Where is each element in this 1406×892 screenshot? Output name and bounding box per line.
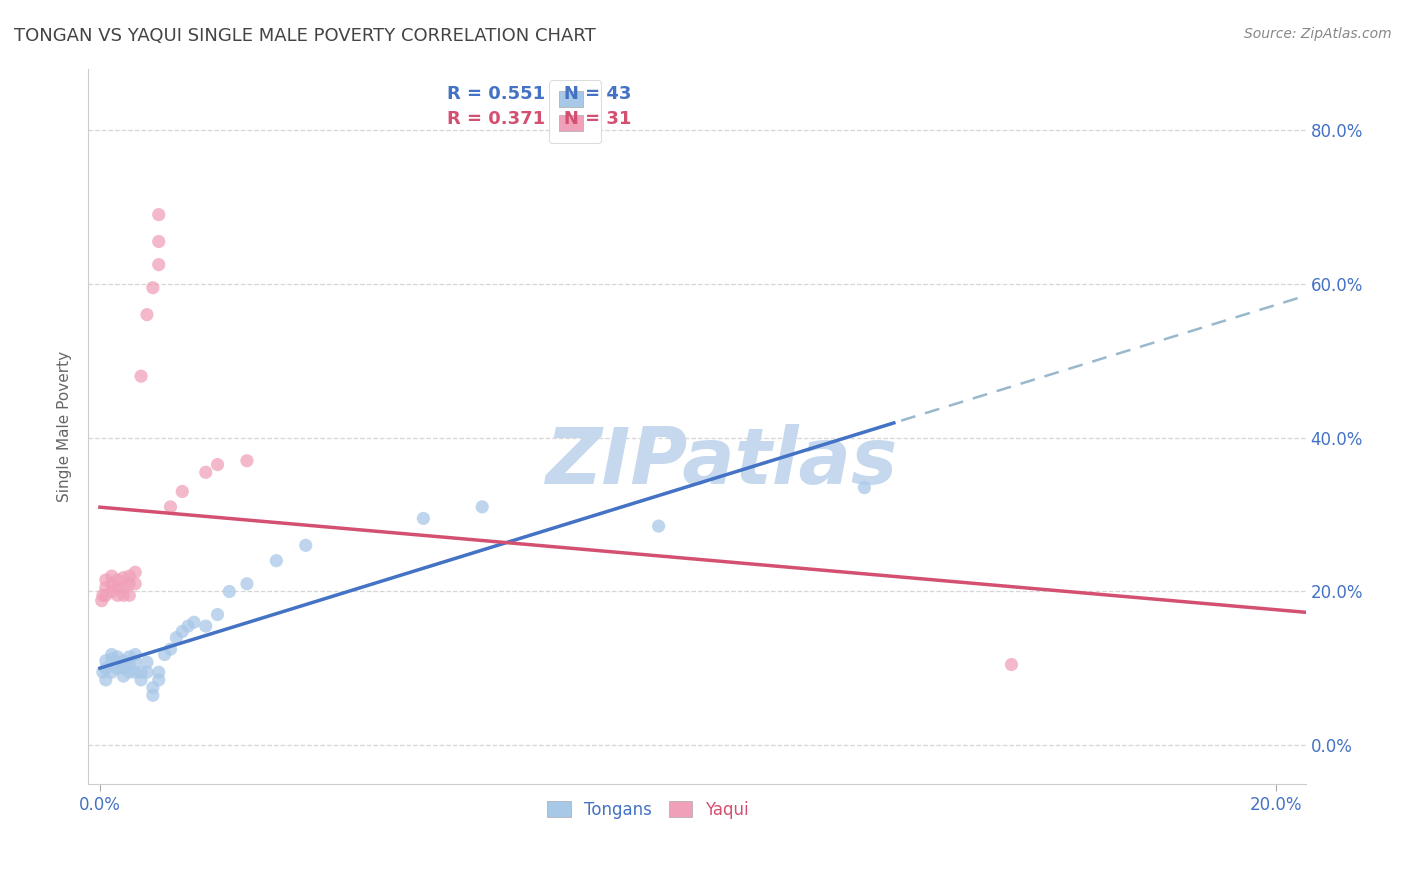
Point: [94, 581, 117, 595]
Point: [124, 566, 146, 580]
Point: [159, 642, 181, 657]
Point: [124, 665, 146, 680]
Point: [112, 588, 135, 602]
Point: [91, 588, 114, 602]
Point: [136, 308, 159, 322]
Point: [218, 584, 240, 599]
Point: [153, 648, 176, 662]
Point: [94, 673, 117, 687]
Point: [124, 655, 146, 669]
Point: [142, 681, 165, 695]
Point: [647, 519, 669, 533]
Point: [236, 454, 259, 468]
Point: [853, 481, 876, 495]
Text: R = 0.371   N = 31: R = 0.371 N = 31: [447, 110, 631, 128]
Point: [107, 573, 129, 587]
Point: [100, 569, 122, 583]
Text: R = 0.551   N = 43: R = 0.551 N = 43: [447, 85, 631, 103]
Point: [112, 661, 135, 675]
Point: [172, 484, 194, 499]
Point: [94, 661, 117, 675]
Point: [118, 569, 141, 583]
Point: [1000, 657, 1022, 672]
Point: [148, 235, 170, 249]
Point: [90, 593, 112, 607]
Point: [148, 208, 170, 222]
Point: [294, 538, 316, 552]
Point: [129, 369, 152, 384]
Text: Source: ZipAtlas.com: Source: ZipAtlas.com: [1244, 27, 1392, 41]
Point: [107, 661, 129, 675]
Point: [148, 665, 170, 680]
Point: [471, 500, 494, 514]
Point: [194, 465, 217, 479]
Point: [236, 576, 259, 591]
Point: [129, 665, 152, 680]
Point: [194, 619, 217, 633]
Point: [207, 607, 229, 622]
Text: ZIPatlas: ZIPatlas: [546, 424, 897, 500]
Point: [112, 654, 135, 668]
Point: [100, 665, 122, 680]
Point: [94, 573, 117, 587]
Point: [112, 571, 135, 585]
Point: [118, 649, 141, 664]
Point: [266, 554, 288, 568]
Point: [159, 500, 181, 514]
Point: [412, 511, 434, 525]
Point: [142, 281, 165, 295]
Point: [112, 581, 135, 595]
Point: [107, 649, 129, 664]
Point: [177, 619, 200, 633]
Legend: Tongans, Yaqui: Tongans, Yaqui: [541, 794, 755, 825]
Point: [112, 669, 135, 683]
Point: [118, 576, 141, 591]
Point: [100, 648, 122, 662]
Point: [91, 665, 114, 680]
Point: [124, 576, 146, 591]
Point: [183, 615, 205, 630]
Y-axis label: Single Male Poverty: Single Male Poverty: [58, 351, 72, 501]
Point: [172, 624, 194, 639]
Point: [136, 655, 159, 669]
Point: [118, 657, 141, 672]
Point: [94, 588, 117, 602]
Point: [165, 631, 187, 645]
Point: [124, 648, 146, 662]
Point: [107, 588, 129, 602]
Point: [100, 576, 122, 591]
Point: [207, 458, 229, 472]
Point: [148, 673, 170, 687]
Point: [142, 688, 165, 702]
Point: [136, 665, 159, 680]
Point: [94, 654, 117, 668]
Text: TONGAN VS YAQUI SINGLE MALE POVERTY CORRELATION CHART: TONGAN VS YAQUI SINGLE MALE POVERTY CORR…: [14, 27, 596, 45]
Point: [100, 652, 122, 666]
Point: [118, 665, 141, 680]
Point: [118, 588, 141, 602]
Point: [107, 655, 129, 669]
Point: [148, 258, 170, 272]
Point: [100, 584, 122, 599]
Point: [129, 673, 152, 687]
Point: [107, 581, 129, 595]
